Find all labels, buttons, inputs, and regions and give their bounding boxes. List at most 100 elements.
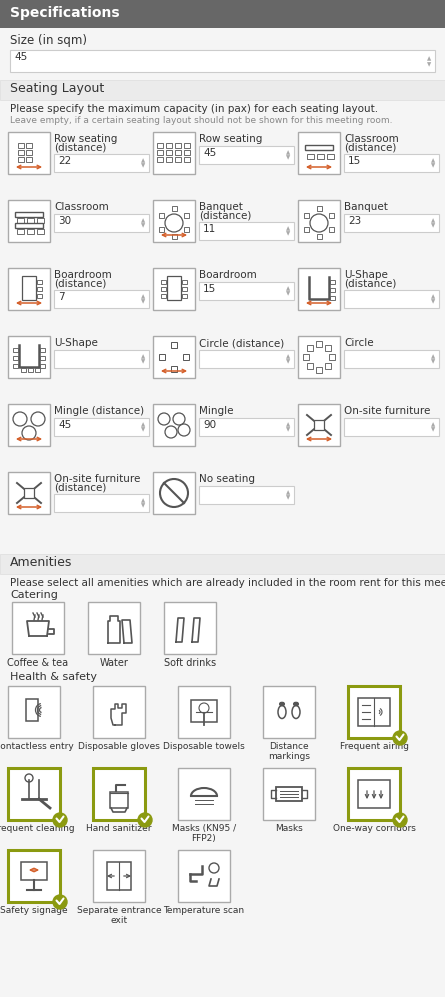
FancyBboxPatch shape [328,227,334,232]
Text: Mingle: Mingle [199,406,234,416]
FancyBboxPatch shape [184,157,190,162]
FancyBboxPatch shape [40,364,45,368]
Text: ▼: ▼ [141,503,145,508]
Text: 90: 90 [203,420,216,430]
Text: Health & safety: Health & safety [10,672,97,682]
FancyBboxPatch shape [40,348,45,352]
FancyBboxPatch shape [298,336,340,378]
Text: Masks (KN95 /
FFP2): Masks (KN95 / FFP2) [172,824,236,843]
Text: ▼: ▼ [431,428,435,433]
FancyBboxPatch shape [0,28,445,88]
FancyBboxPatch shape [199,222,294,240]
Text: ▼: ▼ [427,63,431,68]
Text: ▼: ▼ [141,360,145,365]
FancyBboxPatch shape [263,768,315,820]
FancyBboxPatch shape [93,768,145,820]
FancyBboxPatch shape [40,356,45,360]
FancyBboxPatch shape [171,234,177,239]
FancyBboxPatch shape [175,143,181,148]
FancyBboxPatch shape [171,342,177,348]
Text: ▲: ▲ [286,226,290,231]
Text: ▲: ▲ [431,159,435,164]
Text: 15: 15 [203,284,216,294]
FancyBboxPatch shape [307,154,314,159]
FancyBboxPatch shape [8,336,50,378]
Text: Safety signage: Safety signage [0,906,68,915]
FancyBboxPatch shape [178,686,230,738]
Text: (distance): (distance) [344,143,396,153]
Text: Classroom: Classroom [344,134,399,144]
FancyBboxPatch shape [54,154,149,172]
FancyBboxPatch shape [88,602,140,654]
FancyBboxPatch shape [171,206,177,211]
FancyBboxPatch shape [21,368,26,372]
Text: (distance): (distance) [199,211,251,221]
Text: ▲: ▲ [141,354,145,359]
FancyBboxPatch shape [304,227,309,232]
FancyBboxPatch shape [24,488,34,498]
Text: Banquet: Banquet [199,202,243,212]
Text: Masks: Masks [275,824,303,833]
Text: ▲: ▲ [286,354,290,359]
FancyBboxPatch shape [171,366,177,372]
FancyBboxPatch shape [0,0,445,28]
FancyBboxPatch shape [54,350,149,368]
Text: Disposable gloves: Disposable gloves [78,742,160,751]
FancyBboxPatch shape [54,290,149,308]
Text: One-way corridors: One-way corridors [332,824,416,833]
Text: Temperature scan: Temperature scan [163,906,245,915]
Text: 7: 7 [58,292,65,302]
Text: 45: 45 [14,52,27,62]
FancyBboxPatch shape [358,698,390,726]
FancyBboxPatch shape [316,341,322,347]
FancyBboxPatch shape [348,686,400,738]
Text: ▲: ▲ [427,56,431,61]
FancyBboxPatch shape [8,200,50,242]
FancyBboxPatch shape [8,686,60,738]
FancyBboxPatch shape [157,150,163,155]
Text: ▲: ▲ [431,354,435,359]
Text: Soft drinks: Soft drinks [164,658,216,668]
FancyBboxPatch shape [93,686,145,738]
FancyBboxPatch shape [298,268,340,310]
FancyBboxPatch shape [8,268,50,310]
FancyBboxPatch shape [184,227,189,232]
FancyBboxPatch shape [157,143,163,148]
FancyBboxPatch shape [26,143,32,148]
Text: ▼: ▼ [141,428,145,433]
FancyBboxPatch shape [182,287,187,291]
Text: U-Shape: U-Shape [54,338,98,348]
Text: 22: 22 [58,156,71,166]
Text: ▲: ▲ [141,498,145,503]
Text: ▼: ▼ [286,156,290,161]
Text: ▲: ▲ [141,159,145,164]
FancyBboxPatch shape [17,229,24,234]
FancyBboxPatch shape [344,290,439,308]
FancyBboxPatch shape [184,150,190,155]
FancyBboxPatch shape [167,276,181,300]
FancyBboxPatch shape [26,150,32,155]
Text: Water: Water [100,658,129,668]
Circle shape [295,703,298,706]
Text: Amenities: Amenities [10,556,73,569]
FancyBboxPatch shape [184,143,190,148]
FancyBboxPatch shape [28,368,33,372]
FancyBboxPatch shape [153,404,195,446]
FancyBboxPatch shape [307,345,313,351]
FancyBboxPatch shape [93,850,145,902]
Text: Please select all amenities which are already included in the room rent for this: Please select all amenities which are al… [10,578,445,588]
FancyBboxPatch shape [298,132,340,174]
FancyBboxPatch shape [329,354,335,360]
FancyBboxPatch shape [161,294,166,298]
FancyBboxPatch shape [37,218,44,223]
Text: ▼: ▼ [286,360,290,365]
FancyBboxPatch shape [263,686,315,738]
FancyBboxPatch shape [27,229,34,234]
FancyBboxPatch shape [54,214,149,232]
FancyBboxPatch shape [344,418,439,436]
FancyBboxPatch shape [191,700,217,722]
FancyBboxPatch shape [22,276,36,300]
Text: 45: 45 [58,420,71,430]
Text: Distance
markings: Distance markings [268,742,310,762]
Text: 45: 45 [203,148,216,158]
